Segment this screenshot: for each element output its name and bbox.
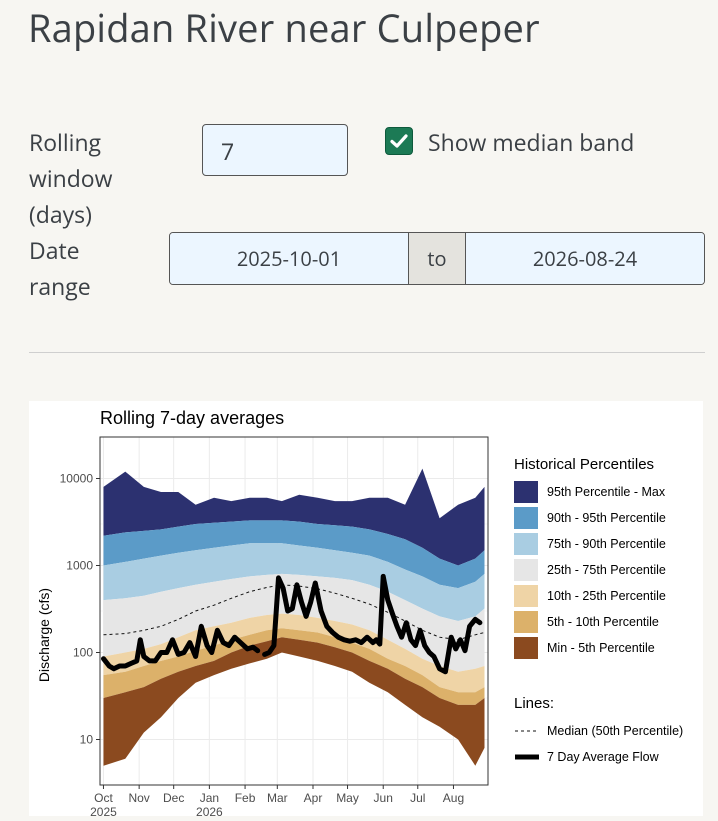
x-tick-label: Nov bbox=[128, 791, 149, 805]
rolling-label-line: (days) bbox=[29, 198, 92, 230]
y-tick-label: 10000 bbox=[60, 472, 94, 486]
percentile-band bbox=[103, 628, 485, 705]
legend-swatch bbox=[514, 507, 538, 529]
date-label-line: Date bbox=[29, 234, 80, 266]
lines-legend-title: Lines: bbox=[514, 695, 554, 712]
date-range-input: 2025-10-01 to 2026-08-24 bbox=[169, 232, 705, 285]
x-tick-label: Jul bbox=[410, 791, 425, 805]
rolling-window-input[interactable]: 7 bbox=[202, 124, 348, 176]
x-tick-label: Aug bbox=[443, 791, 464, 805]
x-tick-label: Jan bbox=[200, 791, 219, 805]
x-tick-label: 2025 bbox=[90, 805, 117, 816]
y-tick-label: 10 bbox=[80, 733, 94, 747]
median-band-checkbox-label[interactable]: Show median band bbox=[428, 126, 635, 158]
x-tick-label: 2026 bbox=[196, 805, 223, 816]
rolling-label-line: window bbox=[29, 162, 113, 194]
y-axis-label: Discharge (cfs) bbox=[36, 588, 52, 682]
date-start-input[interactable]: 2025-10-01 bbox=[170, 233, 408, 284]
legend-label: 95th Percentile - Max bbox=[547, 485, 666, 499]
median-band-checkbox[interactable] bbox=[385, 127, 413, 155]
chart-panel: Rolling 7-day averages Discharge (cfs) H… bbox=[29, 401, 703, 819]
percentile-band bbox=[103, 468, 485, 566]
x-tick-label: Dec bbox=[163, 791, 184, 805]
page-title: Rapidan River near Culpeper bbox=[28, 2, 540, 54]
y-tick-label: 100 bbox=[73, 646, 93, 660]
section-divider bbox=[29, 352, 705, 353]
legend-swatch bbox=[514, 585, 538, 607]
x-tick-label: Oct bbox=[94, 791, 113, 805]
legend-label: 10th - 25th Percentile bbox=[547, 589, 666, 603]
discharge-chart: Rolling 7-day averages Discharge (cfs) H… bbox=[36, 408, 683, 819]
flow-line bbox=[101, 573, 483, 675]
legend-swatch bbox=[514, 481, 538, 503]
date-separator: to bbox=[408, 233, 466, 284]
x-tick-label: Apr bbox=[304, 791, 323, 805]
x-tick-label: May bbox=[336, 791, 359, 805]
legend-swatch bbox=[514, 637, 538, 659]
percentile-band bbox=[103, 520, 485, 589]
rolling-label-line: Rolling bbox=[29, 126, 102, 158]
legend-swatch bbox=[514, 611, 538, 633]
checkmark-icon bbox=[390, 134, 408, 148]
legend-label: Median (50th Percentile) bbox=[547, 724, 683, 738]
legend-label: 25th - 75th Percentile bbox=[547, 563, 666, 577]
legend-swatch bbox=[514, 533, 538, 555]
date-end-input[interactable]: 2026-08-24 bbox=[466, 233, 704, 284]
legend-label: 5th - 10th Percentile bbox=[547, 615, 659, 629]
legend-label: 7 Day Average Flow bbox=[547, 750, 660, 764]
x-tick-label: Feb bbox=[235, 791, 256, 805]
plot-area bbox=[100, 437, 488, 785]
legend-label: 75th - 90th Percentile bbox=[547, 537, 666, 551]
percentile-band bbox=[103, 637, 485, 766]
chart-title: Rolling 7-day averages bbox=[100, 408, 284, 428]
plot-frame bbox=[99, 436, 489, 786]
x-tick-label: Jun bbox=[374, 791, 393, 805]
date-label-line: range bbox=[29, 270, 91, 302]
legend-swatch bbox=[514, 559, 538, 581]
chart-legend: Historical Percentiles 95th Percentile - … bbox=[514, 456, 683, 764]
legend-title: Historical Percentiles bbox=[514, 456, 654, 473]
x-tick-label: Mar bbox=[267, 791, 288, 805]
y-tick-label: 1000 bbox=[66, 559, 93, 573]
legend-label: Min - 5th Percentile bbox=[547, 641, 655, 655]
percentile-band bbox=[103, 543, 485, 621]
legend-label: 90th - 95th Percentile bbox=[547, 511, 666, 525]
